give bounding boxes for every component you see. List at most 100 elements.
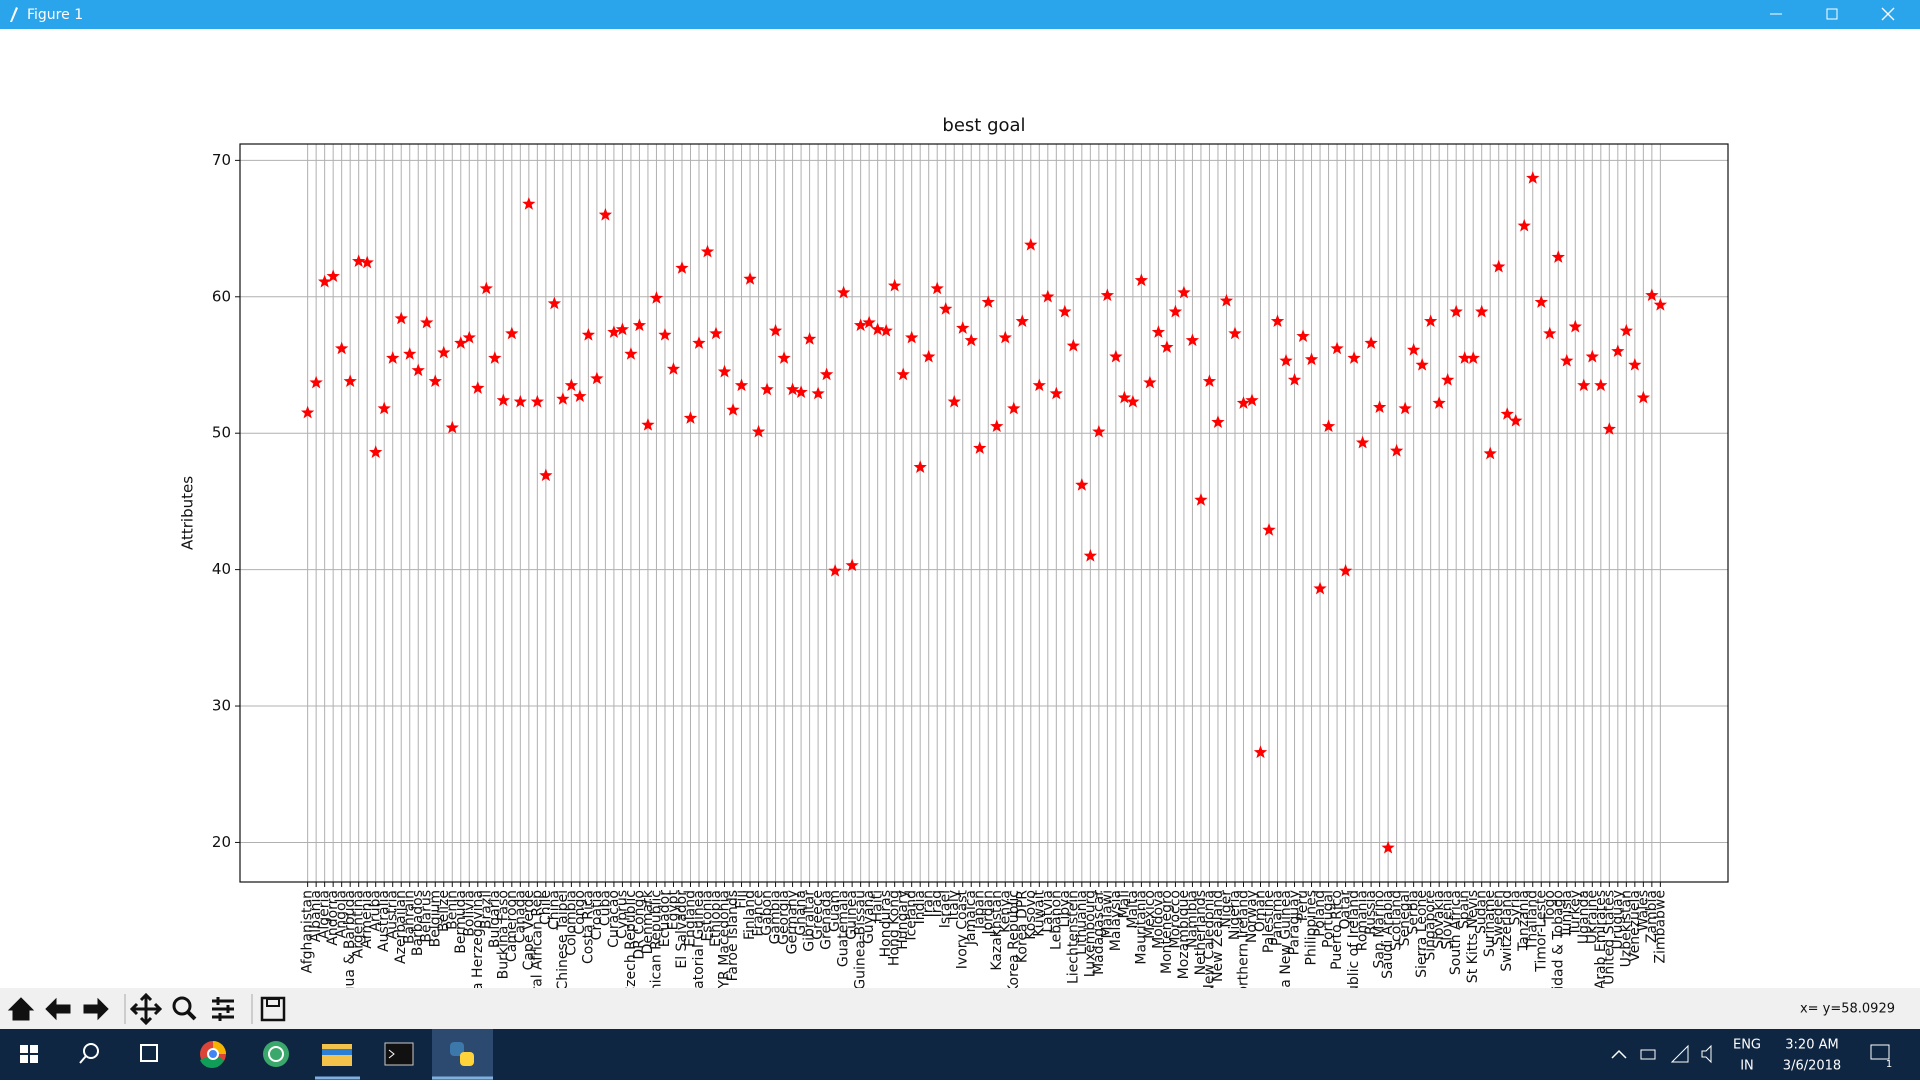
x-tick-label: Algeria <box>317 890 333 939</box>
marker <box>1406 342 1421 356</box>
x-tick-label: Qatar <box>1338 890 1354 930</box>
x-tick-label: Fiji <box>734 890 750 909</box>
pan-button[interactable] <box>129 992 163 1026</box>
region[interactable]: IN <box>1740 1059 1754 1074</box>
marker <box>445 420 459 434</box>
marker <box>1279 353 1293 367</box>
marker <box>1355 435 1370 449</box>
x-tick-label: Austria <box>385 890 401 939</box>
x-tick-label: Niger <box>1218 890 1234 928</box>
x-tick-label: Belize <box>436 890 452 932</box>
volume-icon[interactable] <box>1701 1044 1712 1064</box>
search-button[interactable] <box>79 1043 99 1064</box>
save-button[interactable] <box>260 996 286 1022</box>
marker <box>1202 374 1217 388</box>
marker <box>615 322 630 336</box>
x-tick-label: Guinea <box>844 890 860 940</box>
notification-button[interactable] <box>1870 1044 1890 1060</box>
file-explorer-icon[interactable] <box>322 1044 352 1066</box>
back-button[interactable] <box>45 997 71 1021</box>
marker <box>717 364 732 378</box>
x-tick-label: Scotland <box>1389 890 1405 951</box>
restore-button[interactable] <box>1826 8 1838 20</box>
x-tick-label: Bolivia <box>461 890 477 937</box>
marker <box>386 351 400 364</box>
x-tick-label: Grenada <box>819 890 835 950</box>
marker <box>1585 349 1599 363</box>
x-tick-label: Norway <box>1244 890 1260 943</box>
tray-expand[interactable] <box>1611 1049 1627 1059</box>
start-button[interactable] <box>20 1045 38 1063</box>
marker <box>300 405 315 419</box>
x-tick-label: Latvia <box>1040 890 1056 933</box>
marker <box>1083 548 1097 562</box>
x-tick-label: Namibia <box>1184 890 1200 948</box>
x-tick-label: Malaysia <box>1108 890 1124 951</box>
x-tick-label: Afghanistan <box>300 890 316 973</box>
x-tick-label: Chile <box>538 890 554 925</box>
x-tick-label: Central African Rep <box>529 890 545 1025</box>
x-tick-label: Mozambique <box>1176 890 1192 979</box>
marker <box>1645 288 1659 302</box>
marker <box>1483 446 1497 460</box>
marker <box>641 418 655 431</box>
x-tick-label: Argentina <box>351 890 367 958</box>
app-icon-green[interactable] <box>263 1041 289 1067</box>
marker <box>794 385 808 398</box>
x-tick-label: FYR Macedonia <box>717 890 733 997</box>
marker <box>649 291 664 304</box>
x-tick-label: Egypt <box>665 890 681 931</box>
marker <box>564 378 579 392</box>
x-tick-label: Colombia <box>563 890 579 956</box>
marker <box>1602 422 1616 435</box>
close-button[interactable] <box>1881 7 1895 21</box>
x-tick-label: Denmark <box>640 889 656 954</box>
x-tick-label: Faroe Islands <box>725 890 741 981</box>
marker <box>853 318 868 332</box>
marker <box>777 351 791 364</box>
x-tick-label: El Salvador <box>674 890 690 969</box>
zoom-button[interactable] <box>172 996 197 1021</box>
language[interactable]: ENG <box>1733 1038 1761 1053</box>
marker <box>956 321 970 334</box>
clock-time[interactable]: 3:20 AM <box>1785 1038 1838 1053</box>
wifi-icon[interactable] <box>1670 1044 1689 1063</box>
marker <box>1015 314 1029 327</box>
x-tick-label: Tanzania <box>1516 890 1532 952</box>
x-tick-label: Sweden <box>1491 890 1507 945</box>
marker <box>981 295 995 308</box>
home-button[interactable] <box>7 997 35 1021</box>
x-tick-label: Nigeria <box>1227 890 1243 940</box>
battery-icon[interactable] <box>1640 1049 1656 1060</box>
x-tick-label: Czech Republic <box>623 890 639 997</box>
x-tick-label: Uganda <box>1576 890 1592 944</box>
marker <box>666 362 681 375</box>
marker <box>454 336 468 349</box>
axes-frame <box>239 143 1729 883</box>
x-tick-label: Antigua & Barbuda <box>342 890 358 1023</box>
marker <box>437 345 451 359</box>
x-tick-label: Malawi <box>1099 890 1115 938</box>
y-tick-label: 50 <box>212 424 231 442</box>
x-tick-label: Israel <box>938 890 954 928</box>
task-view-button[interactable] <box>140 1044 158 1062</box>
chrome-icon[interactable] <box>200 1041 226 1069</box>
y-axis-label: Attributes <box>179 476 197 550</box>
marker <box>1185 333 1200 347</box>
clock-date[interactable]: 3/6/2018 <box>1783 1059 1841 1074</box>
marker <box>1117 390 1132 404</box>
marker <box>1458 351 1472 364</box>
forward-button[interactable] <box>83 997 109 1021</box>
x-tick-label: England <box>682 890 698 947</box>
x-tick-label: St Kitts Nevis <box>1465 890 1481 983</box>
terminal-icon[interactable] <box>384 1042 414 1066</box>
x-tick-label: Venezuela <box>1627 890 1643 962</box>
x-tick-label: Libya <box>1057 890 1073 927</box>
marker <box>377 401 391 415</box>
x-tick-label: Hungary <box>895 890 911 950</box>
x-tick-label: Ukraine <box>1584 890 1600 944</box>
marker <box>1551 250 1565 263</box>
configure-button[interactable] <box>212 997 234 1021</box>
marker <box>888 278 902 292</box>
